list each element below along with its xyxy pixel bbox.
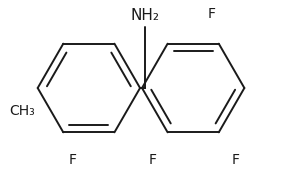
Text: F: F	[208, 7, 216, 21]
Text: F: F	[149, 153, 157, 167]
Text: CH₃: CH₃	[9, 104, 35, 118]
Text: NH₂: NH₂	[130, 8, 160, 23]
Text: F: F	[69, 153, 77, 167]
Text: F: F	[231, 153, 239, 167]
